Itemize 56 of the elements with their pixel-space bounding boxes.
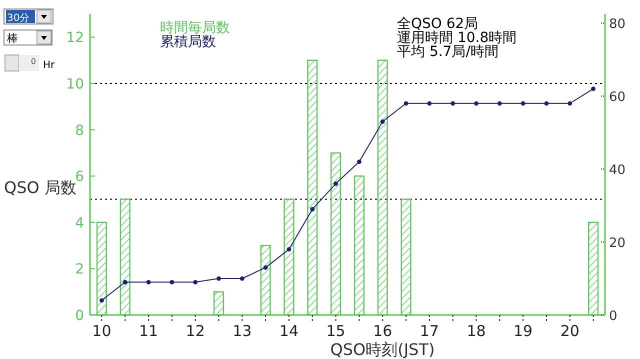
point [544, 101, 549, 106]
point [216, 276, 221, 281]
point [404, 101, 408, 106]
point [380, 119, 385, 124]
text: 累積局数 [160, 34, 216, 50]
point [568, 101, 572, 106]
x-tick-label: 10 [92, 322, 112, 340]
x-tick-label: 11 [138, 322, 158, 340]
text: Hr [43, 60, 56, 71]
y-tick-label: 0 [75, 308, 84, 324]
point [193, 280, 198, 284]
x-tick-label: 16 [373, 322, 392, 340]
text: 0 [30, 57, 36, 66]
annotation: 全QSO 62局 [397, 16, 478, 32]
point [591, 86, 596, 91]
point [334, 181, 338, 186]
x-tick-label: 15 [326, 322, 346, 340]
point [100, 298, 104, 303]
x-tick-label: 18 [466, 322, 486, 340]
point [286, 247, 292, 252]
y2-tick-label: 40 [609, 163, 626, 178]
point [263, 265, 268, 270]
point [450, 101, 456, 106]
y2-tick-label: 0 [609, 309, 618, 324]
y-tick-label: 8 [75, 122, 84, 139]
point [170, 280, 174, 284]
y-tick-label: 12 [66, 30, 84, 46]
point [474, 101, 478, 106]
point [497, 101, 502, 106]
point [310, 206, 315, 212]
y-tick-label: 6 [75, 169, 84, 186]
y2-tick-label: 80 [609, 17, 626, 32]
x-tick-label: 13 [232, 322, 252, 340]
y2-tick-label: 60 [609, 90, 626, 106]
point [427, 101, 432, 106]
x-tick-label: 12 [186, 322, 205, 340]
point [240, 276, 244, 281]
y2-tick-label: 20 [609, 236, 626, 252]
point [520, 101, 526, 106]
point [146, 280, 151, 284]
y-axis-title: QSO 局数 [4, 178, 76, 197]
text: 時間毎局数 [160, 20, 230, 36]
x-tick-label: 20 [560, 322, 580, 340]
text: 棒 [7, 32, 18, 45]
x-tick-label: 17 [420, 322, 439, 340]
annotation: 運用時間 10.8時間 [397, 30, 517, 46]
y-tick-label: 4 [75, 215, 84, 232]
x-tick-label: 19 [514, 322, 533, 340]
x-axis-title: QSO時刻(JST) [330, 340, 435, 359]
x-tick-label: 14 [279, 322, 299, 340]
y-tick-label: 10 [66, 76, 84, 92]
point [122, 280, 128, 284]
point [357, 160, 362, 164]
annotation: 平均 5.7局/時間 [397, 44, 498, 60]
text: 30分 [7, 12, 30, 24]
y-tick-label: 2 [75, 262, 84, 278]
